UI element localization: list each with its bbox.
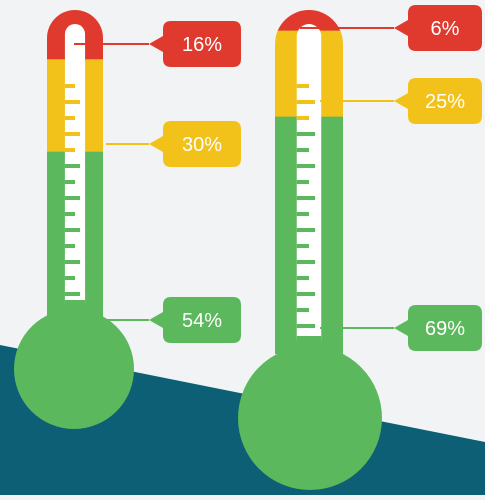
value-label-3: 69%	[425, 318, 465, 340]
tick-mark	[296, 84, 309, 88]
callout-badge-1	[149, 21, 241, 67]
tick-mark	[64, 244, 75, 248]
tick-mark	[64, 212, 75, 216]
callout-badge-3	[394, 305, 482, 351]
callout-badge-2	[149, 121, 241, 167]
tick-mark	[296, 148, 309, 152]
thermometer-bulb	[14, 309, 134, 429]
value-label-3: 54%	[182, 310, 222, 332]
tick-mark	[64, 100, 81, 104]
tick-mark	[296, 228, 316, 232]
callout-badge-1	[394, 5, 482, 51]
tube-segment-1	[275, 10, 343, 32]
tick-mark	[64, 260, 81, 264]
tick-mark	[296, 100, 316, 104]
callout-badge-2	[394, 78, 482, 124]
tick-mark	[296, 324, 316, 328]
tick-mark	[296, 164, 316, 168]
tick-mark	[64, 180, 75, 184]
tick-mark	[296, 308, 309, 312]
tick-mark	[296, 244, 309, 248]
bulb-neck	[64, 300, 86, 318]
tick-mark	[64, 116, 75, 120]
thermometer-bulb	[238, 346, 382, 490]
thermometer-1: 16% 30% 54%	[14, 10, 241, 429]
tick-mark	[296, 212, 309, 216]
tick-mark	[296, 260, 316, 264]
thermometer-2: 6% 25% 69%	[238, 5, 482, 490]
value-label-2: 30%	[182, 134, 222, 156]
tick-mark	[64, 164, 81, 168]
tick-mark	[64, 132, 81, 136]
value-label-1: 6%	[431, 18, 460, 40]
tick-mark	[64, 84, 75, 88]
tick-mark	[64, 228, 81, 232]
callout-badge-3	[149, 297, 241, 343]
tick-mark	[64, 276, 75, 280]
tick-mark	[296, 116, 309, 120]
tick-mark	[296, 196, 316, 200]
tick-mark	[64, 292, 81, 296]
tick-mark	[64, 196, 81, 200]
value-label-1: 16%	[182, 34, 222, 56]
tick-mark	[296, 180, 309, 184]
tick-mark	[64, 148, 75, 152]
tick-mark	[296, 132, 316, 136]
tick-mark	[296, 292, 316, 296]
value-label-2: 25%	[425, 91, 465, 113]
bulb-neck	[296, 336, 322, 354]
tick-mark	[296, 276, 309, 280]
